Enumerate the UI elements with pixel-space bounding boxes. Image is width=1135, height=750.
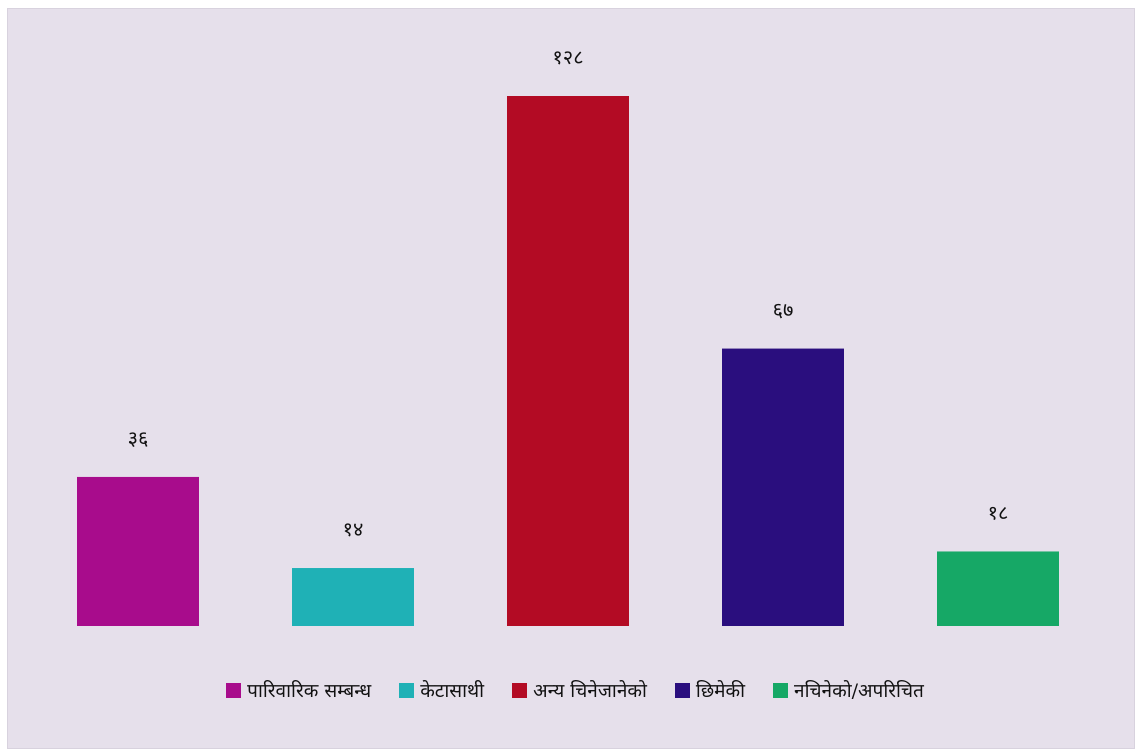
data-label-2: १४ — [343, 517, 364, 541]
legend-swatch — [226, 682, 242, 698]
bar-5 — [937, 551, 1059, 626]
bar-1 — [77, 476, 199, 626]
bar-chart: ३६ १४ १२८ ६७ १८ — [77, 45, 1059, 626]
legend-swatch — [773, 682, 789, 698]
legend-label: पारिवारिक सम्बन्ध — [247, 680, 372, 702]
legend-item: छिमेकी — [674, 677, 746, 703]
legend-item: केटासाथी — [399, 677, 484, 703]
legend-swatch — [512, 682, 528, 698]
legend-swatch — [674, 682, 690, 698]
legend-label: केटासाथी — [420, 680, 485, 702]
legend-label: नचिनेको/अपरिचित — [794, 680, 924, 702]
legend-item: अन्य चिनेजानेको — [512, 677, 647, 703]
legend-swatch — [399, 682, 415, 698]
legend-item: नचिनेको/अपरिचित — [773, 677, 924, 703]
data-label-1: ३६ — [128, 426, 149, 450]
legend-label: छिमेकी — [695, 680, 746, 702]
chart-panel: ३६ १४ १२८ ६७ १८ पारिवारिक सम्बन्ध केटासाथी अ… — [7, 8, 1135, 749]
bar-4 — [722, 348, 844, 626]
legend-label: अन्य चिनेजानेको — [533, 680, 647, 702]
legend-item: पारिवारिक सम्बन्ध — [226, 677, 371, 703]
data-label-3: १२८ — [552, 45, 583, 69]
bar-3 — [507, 96, 629, 626]
legend: पारिवारिक सम्बन्ध केटासाथी अन्य चिनेजाने… — [8, 677, 1135, 703]
bar-2 — [292, 568, 414, 626]
data-label-4: ६७ — [773, 298, 794, 322]
data-label-5: १८ — [988, 500, 1009, 524]
